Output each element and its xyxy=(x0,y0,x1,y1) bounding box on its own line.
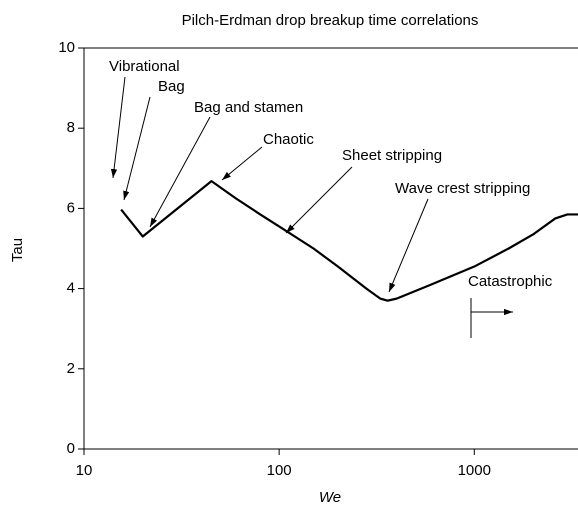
annotation-arrow xyxy=(110,76,126,179)
y-tick-label: 4 xyxy=(67,280,75,297)
y-tick-label: 6 xyxy=(67,199,75,216)
y-tick-label: 0 xyxy=(67,440,75,457)
plot-frame xyxy=(83,47,578,450)
annotation: Vibrational xyxy=(109,58,180,75)
annotation: Catastrophic xyxy=(468,273,553,290)
y-tick-label: 8 xyxy=(67,119,75,136)
annotation-arrow xyxy=(123,96,151,201)
annotation: Chaotic xyxy=(263,131,314,148)
annotation: Bag and stamen xyxy=(194,99,303,116)
annotation: Wave crest stripping xyxy=(395,180,530,197)
annotation-arrow xyxy=(285,166,353,234)
annotation: Sheet stripping xyxy=(342,147,442,164)
y-tick-label: 2 xyxy=(67,360,75,377)
annotation-arrow xyxy=(149,116,211,228)
x-axis-label: We xyxy=(319,489,341,506)
x-tick-label: 1000 xyxy=(458,462,491,479)
x-tick-label: 10 xyxy=(76,462,93,479)
line-series xyxy=(120,180,578,302)
annotation-arrow xyxy=(388,198,429,293)
y-tick-label: 10 xyxy=(58,39,75,56)
annotation-arrow xyxy=(221,146,263,181)
y-axis-label: Tau xyxy=(9,238,26,262)
chart-title: Pilch-Erdman drop breakup time correlati… xyxy=(182,12,479,29)
x-tick-label: 100 xyxy=(267,462,292,479)
annotation: Bag xyxy=(158,78,185,95)
